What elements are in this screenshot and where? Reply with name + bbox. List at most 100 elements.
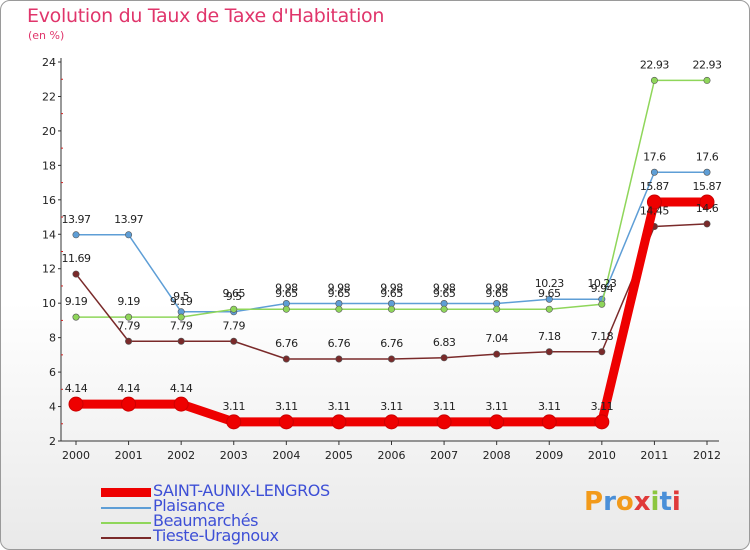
y-tick-label: 22: [42, 90, 56, 103]
logo-letter: o: [615, 487, 634, 517]
data-label: 4.14: [117, 382, 140, 395]
data-point: [230, 305, 238, 313]
data-label: 3.11: [380, 400, 403, 413]
data-label: 17.6: [643, 150, 666, 163]
data-label: 3.11: [538, 400, 561, 413]
data-label: 6.76: [328, 337, 351, 350]
y-tick-label: 6: [49, 366, 56, 379]
data-label: 17.6: [696, 150, 719, 163]
data-label: 7.79: [170, 319, 193, 332]
data-label: 22.93: [640, 58, 669, 71]
legend-label: Beaumarchés: [153, 511, 259, 530]
x-tick-label: 2003: [220, 449, 248, 462]
data-point: [493, 305, 501, 313]
legend-swatch: [101, 537, 151, 539]
data-point: [177, 337, 185, 345]
x-tick-label: 2006: [378, 449, 406, 462]
data-label: 4.14: [170, 382, 193, 395]
x-tick-label: 2009: [535, 449, 563, 462]
data-point: [650, 76, 658, 84]
logo-letter: i: [671, 487, 681, 517]
data-point: [699, 194, 715, 210]
data-label: 9.19: [117, 295, 140, 308]
data-point: [594, 414, 610, 430]
data-label: 6.76: [275, 337, 298, 350]
y-tick-label: 14: [42, 228, 56, 241]
data-label: 14.45: [640, 205, 669, 218]
unit-label: (en %): [28, 29, 65, 42]
logo-letter: P: [584, 487, 604, 517]
data-point: [384, 414, 399, 430]
y-tick-label: 8: [49, 332, 56, 345]
data-label: 7.18: [591, 330, 614, 343]
data-label: 4.14: [65, 382, 88, 395]
legend-label: Tieste-Uragnoux: [153, 526, 279, 545]
y-tick-label: 4: [49, 401, 56, 414]
data-point: [121, 396, 137, 412]
data-point: [598, 300, 606, 308]
data-point: [68, 396, 84, 412]
data-point: [226, 414, 242, 430]
x-tick-label: 2007: [430, 449, 458, 462]
data-point: [387, 305, 395, 313]
data-label: 9.19: [65, 295, 88, 308]
data-point: [331, 414, 347, 430]
x-tick-label: 2008: [483, 449, 511, 462]
data-label: 3.11: [433, 400, 456, 413]
data-label: 10.23: [535, 277, 564, 290]
data-label: 9.65: [485, 287, 508, 300]
data-point: [230, 337, 238, 345]
data-label: 7.79: [223, 319, 246, 332]
data-label: 9.65: [380, 287, 403, 300]
logo-letter: t: [659, 487, 672, 517]
data-label: 7.04: [485, 332, 508, 345]
legend-label: Plaisance: [153, 496, 225, 515]
data-label: 13.97: [62, 213, 91, 226]
data-point: [72, 313, 80, 321]
data-point: [125, 313, 133, 321]
data-label: 9.65: [223, 287, 246, 300]
data-point: [282, 355, 290, 363]
x-tick-label: 2012: [693, 449, 721, 462]
data-point: [598, 348, 606, 356]
data-label: 6.76: [380, 337, 403, 350]
logo-letter: x: [633, 487, 651, 517]
x-tick-label: 2010: [588, 449, 616, 462]
data-point: [545, 348, 553, 356]
data-point: [72, 270, 80, 278]
data-label: 11.69: [62, 252, 91, 265]
x-tick-label: 2002: [167, 449, 195, 462]
y-tick-label: 24: [42, 56, 56, 69]
data-point: [177, 313, 185, 321]
legend-swatch: [101, 507, 151, 509]
data-point: [545, 295, 553, 303]
data-point: [72, 231, 80, 239]
data-point: [493, 350, 501, 358]
data-label: 7.18: [538, 330, 561, 343]
data-label: 7.79: [117, 319, 140, 332]
x-tick-label: 2005: [325, 449, 353, 462]
y-tick-label: 18: [42, 159, 56, 172]
data-label: 3.11: [275, 400, 298, 413]
data-point: [335, 305, 343, 313]
x-tick-label: 2000: [62, 449, 90, 462]
data-label: 9.98: [380, 282, 403, 295]
data-label: 9.98: [433, 282, 456, 295]
data-point: [125, 231, 133, 239]
data-label: 9.98: [275, 282, 298, 295]
legend-swatch: [101, 488, 151, 497]
data-label: 22.93: [693, 58, 722, 71]
data-point: [703, 220, 711, 228]
data-label: 9.98: [485, 282, 508, 295]
data-label: 13.97: [114, 213, 143, 226]
data-point: [650, 168, 658, 176]
data-label: 15.87: [693, 180, 722, 193]
data-point: [282, 305, 290, 313]
y-tick-label: 20: [42, 125, 56, 138]
data-label: 3.11: [591, 400, 614, 413]
data-label: 9.65: [433, 287, 456, 300]
data-point: [440, 354, 448, 362]
data-label: 9.5: [173, 290, 189, 303]
data-point: [541, 414, 557, 430]
